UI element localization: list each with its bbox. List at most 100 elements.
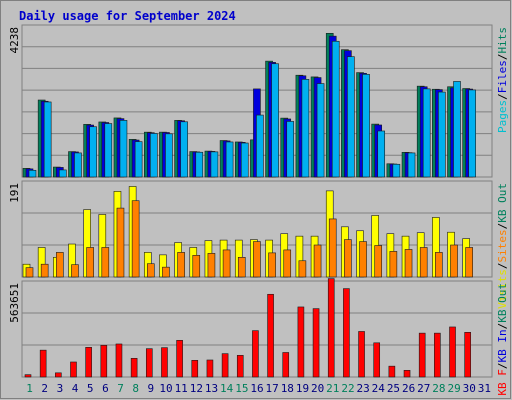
x-tick-day-14: 14 bbox=[220, 382, 234, 395]
bar-bottom-kb-f-day-6 bbox=[100, 345, 108, 378]
bar-middle-sites-day-9 bbox=[146, 263, 155, 278]
bar-bottom-kb-f-day-21 bbox=[327, 278, 335, 378]
bar-top-pages-day-6 bbox=[104, 123, 113, 178]
bar-bottom-kb-f-day-10 bbox=[161, 347, 168, 378]
legend-item: KB Out bbox=[496, 283, 509, 323]
bar-bottom-kb-f-day-27 bbox=[418, 332, 426, 378]
bar-top-pages-day-11 bbox=[180, 121, 188, 178]
bar-bottom-kb-f-day-7 bbox=[115, 343, 123, 378]
x-tick-day-25: 25 bbox=[387, 382, 400, 395]
bar-middle-sites-day-10 bbox=[162, 266, 170, 278]
bar-top-pages-day-24 bbox=[377, 130, 386, 178]
bar-top-pages-day-20 bbox=[316, 83, 325, 178]
legend-item: Files bbox=[496, 60, 509, 93]
x-tick-day-31: 31 bbox=[478, 382, 491, 395]
y-max-label: 191 bbox=[8, 183, 21, 203]
bar-bottom-kb-f-day-3 bbox=[55, 372, 62, 378]
legend-item: KB Out bbox=[496, 183, 509, 223]
y-max-label: 563651 bbox=[8, 283, 21, 323]
x-tick-day-23: 23 bbox=[357, 382, 370, 395]
bar-middle-sites-day-23 bbox=[359, 241, 367, 278]
bar-bottom-kb-f-day-30 bbox=[464, 332, 471, 378]
bar-middle-sites-day-3 bbox=[56, 252, 64, 278]
bar-middle-sites-day-16 bbox=[253, 241, 261, 278]
x-tick-day-16: 16 bbox=[250, 382, 263, 395]
legend-item: Pages bbox=[496, 100, 509, 133]
bar-middle-sites-day-2 bbox=[40, 263, 49, 278]
bar-top-pages-day-4 bbox=[74, 152, 82, 178]
x-tick-day-17: 17 bbox=[266, 382, 279, 395]
bar-top-pages-day-15 bbox=[240, 142, 249, 178]
x-tick-day-18: 18 bbox=[281, 382, 294, 395]
x-axis-labels: 1 2 3 4 5 6 7 8 9 10 11 12 13 14 15 16 17 18 19 20 21 22 23 24 2… bbox=[26, 382, 491, 395]
panel-legend: Visits/Sites/KB Out bbox=[496, 183, 509, 309]
legend-item: / bbox=[496, 323, 509, 330]
legend-item: / bbox=[496, 263, 509, 270]
legend-item: / bbox=[496, 54, 509, 61]
bar-top-pages-day-25 bbox=[392, 163, 401, 178]
legend-item: / bbox=[496, 223, 509, 230]
bar-middle-sites-day-5 bbox=[86, 247, 94, 278]
x-tick-day-9: 9 bbox=[148, 382, 155, 395]
panel-legend: KB F/KB In/KB Out bbox=[496, 283, 509, 396]
bar-top-pages-day-1 bbox=[28, 169, 37, 178]
x-tick-day-8: 8 bbox=[132, 382, 139, 395]
bar-top-pages-day-16 bbox=[256, 114, 264, 178]
panel-top: 4238 Pages/Files/Hits bbox=[8, 24, 509, 178]
bar-top-pages-day-5 bbox=[89, 126, 97, 178]
bar-middle-sites-day-11 bbox=[177, 252, 185, 278]
bar-middle-sites-day-18 bbox=[283, 249, 292, 278]
x-tick-day-13: 13 bbox=[205, 382, 218, 395]
x-tick-day-12: 12 bbox=[190, 382, 203, 395]
y-max-label: 4238 bbox=[8, 27, 21, 54]
x-tick-day-6: 6 bbox=[102, 382, 109, 395]
bar-top-pages-day-10 bbox=[165, 133, 173, 178]
bar-top-pages-day-12 bbox=[195, 151, 204, 178]
x-tick-day-24: 24 bbox=[372, 382, 386, 395]
bar-middle-sites-day-20 bbox=[313, 244, 322, 278]
x-tick-day-27: 27 bbox=[417, 382, 430, 395]
bar-bottom-kb-f-day-16 bbox=[252, 330, 259, 378]
x-tick-day-30: 30 bbox=[463, 382, 476, 395]
bar-middle-sites-day-8 bbox=[131, 200, 140, 278]
x-tick-day-26: 26 bbox=[402, 382, 415, 395]
bar-middle-sites-day-15 bbox=[237, 257, 246, 278]
bar-bottom-kb-f-day-29 bbox=[449, 326, 456, 378]
bar-bottom-kb-f-day-9 bbox=[145, 348, 153, 378]
bar-top-pages-day-29 bbox=[453, 81, 461, 178]
panel-legend: Pages/Files/Hits bbox=[496, 27, 509, 133]
bar-top-pages-day-3 bbox=[59, 169, 67, 178]
x-tick-day-5: 5 bbox=[87, 382, 94, 395]
bar-middle-sites-day-25 bbox=[389, 251, 398, 278]
panel-bottom: 563651 KB F/KB In/KB Out bbox=[8, 278, 509, 396]
bar-bottom-kb-f-day-20 bbox=[312, 308, 320, 378]
x-tick-day-1: 1 bbox=[26, 382, 33, 395]
bar-middle-sites-day-29 bbox=[450, 244, 458, 278]
bar-top-pages-day-30 bbox=[468, 89, 476, 178]
bar-middle-sites-day-6 bbox=[101, 247, 110, 278]
bar-bottom-kb-f-day-13 bbox=[206, 359, 214, 378]
x-tick-day-22: 22 bbox=[341, 382, 354, 395]
bar-middle-sites-day-24 bbox=[374, 245, 383, 278]
bar-bottom-kb-f-day-14 bbox=[221, 353, 229, 378]
bar-bottom-kb-f-day-18 bbox=[282, 352, 290, 378]
bar-top-pages-day-13 bbox=[210, 151, 219, 178]
bar-top-pages-day-23 bbox=[362, 74, 370, 178]
bar-top-pages-day-18 bbox=[286, 121, 295, 178]
bar-middle-sites-day-12 bbox=[192, 255, 201, 278]
bar-top-pages-day-9 bbox=[149, 133, 158, 178]
bar-bottom-kb-f-day-12 bbox=[191, 360, 199, 378]
x-tick-day-19: 19 bbox=[296, 382, 309, 395]
bar-top-pages-day-21 bbox=[331, 40, 340, 178]
bar-top-pages-day-28 bbox=[438, 91, 446, 178]
chart-title: Daily usage for September 2024 bbox=[19, 9, 236, 23]
legend-item: / bbox=[496, 93, 509, 100]
bar-bottom-kb-f-day-28 bbox=[434, 332, 441, 378]
x-tick-day-28: 28 bbox=[432, 382, 445, 395]
bar-middle-sites-day-14 bbox=[222, 249, 231, 278]
bar-top-pages-day-8 bbox=[134, 141, 143, 178]
bar-middle-sites-day-13 bbox=[207, 253, 216, 278]
panel-middle: 191 Visits/Sites/KB Out bbox=[8, 180, 509, 309]
